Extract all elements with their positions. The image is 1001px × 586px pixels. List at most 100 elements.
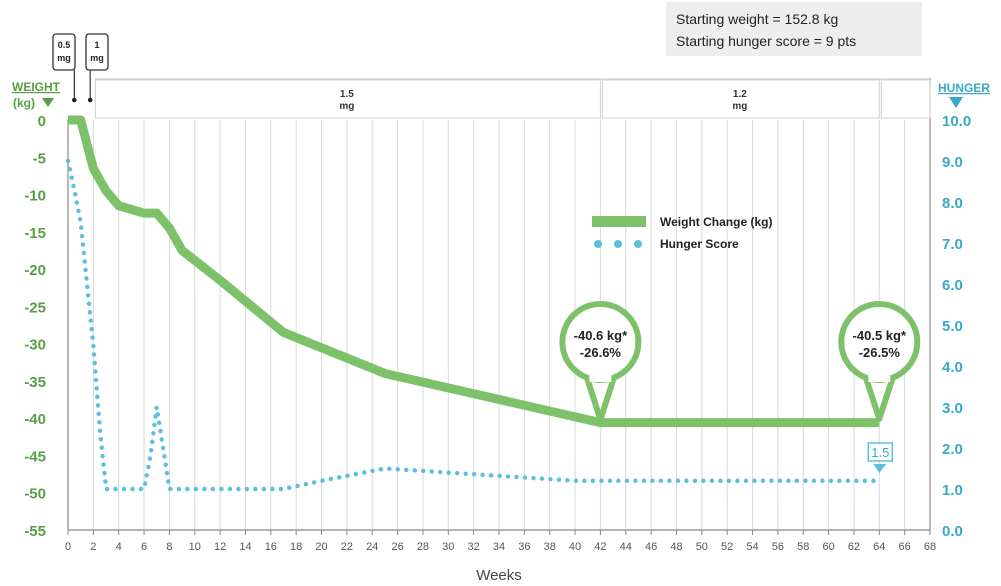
left-y-tick-label: -45: [24, 448, 46, 465]
x-tick-label: 64: [873, 541, 885, 553]
callout-percent-change: -26.5%: [859, 345, 901, 360]
right-y-tick-label: 7.0: [942, 236, 963, 253]
right-y-tick-label: 9.0: [942, 154, 963, 171]
right-y-tick-label: 6.0: [942, 277, 963, 294]
x-tick-label: 20: [315, 541, 327, 553]
x-tick-label: 46: [645, 541, 657, 553]
callout-pointer: [862, 375, 897, 422]
x-tick-label: 32: [468, 541, 480, 553]
x-tick-label: 50: [696, 541, 708, 553]
x-tick-label: 54: [746, 541, 758, 553]
right-y-tick-label: 4.0: [942, 359, 963, 376]
dose-marker-value: 0.5: [58, 40, 71, 50]
left-y-tick-label: 0: [38, 113, 46, 130]
starting-weight-text: Starting weight = 152.8 kg: [676, 11, 839, 27]
x-tick-label: 22: [341, 541, 353, 553]
left-axis-arrow-icon: [42, 98, 54, 107]
dose-band: [601, 79, 880, 119]
right-axis-title: HUNGER: [938, 81, 990, 95]
legend-hunger-dot: [614, 240, 622, 248]
x-tick-label: 16: [265, 541, 277, 553]
x-tick-label: 36: [518, 541, 530, 553]
dose-band-unit: mg: [732, 101, 747, 112]
right-y-tick-label: 2.0: [942, 441, 963, 458]
legend-weight-swatch: [592, 216, 646, 227]
left-y-tick-label: -20: [24, 262, 46, 279]
callout-pointer-mask: [589, 372, 612, 382]
x-tick-label: 2: [90, 541, 96, 553]
x-tick-label: 24: [366, 541, 378, 553]
legend-hunger-label: Hunger Score: [660, 237, 739, 251]
right-y-tick-label: 8.0: [942, 195, 963, 212]
left-y-tick-label: -50: [24, 486, 46, 503]
dose-marker-box: [85, 33, 109, 71]
x-axis-label: Weeks: [476, 567, 522, 584]
dose-band-value: 1.2: [733, 89, 747, 100]
x-tick-label: 42: [594, 541, 606, 553]
hunger-end-label-box: [867, 442, 894, 462]
x-tick-label: 26: [391, 541, 403, 553]
right-y-tick-label: 3.0: [942, 400, 963, 417]
left-y-tick-label: -55: [24, 523, 46, 540]
hunger-score-line: [65, 158, 882, 492]
x-tick-label: 12: [214, 541, 226, 553]
x-tick-label: 48: [670, 541, 682, 553]
dose-band-unit: mg: [339, 101, 354, 112]
left-axis-unit: (kg): [13, 96, 35, 110]
x-tick-label: 0: [65, 541, 71, 553]
right-y-tick-label: 1.0: [942, 482, 963, 499]
left-axis-title: WEIGHT: [12, 80, 61, 94]
left-y-tick-label: -40: [24, 411, 46, 428]
left-y-tick-label: -10: [24, 188, 46, 205]
dose-marker-dot: [72, 97, 77, 103]
callout-percent-change: -26.6%: [580, 345, 622, 360]
dose-marker-dot: [87, 97, 93, 103]
dose-marker-value: 1: [94, 40, 99, 50]
x-tick-label: 30: [442, 541, 454, 553]
x-tick-label: 14: [239, 541, 251, 553]
left-y-tick-label: -30: [24, 337, 46, 354]
legend-weight-label: Weight Change (kg): [660, 215, 772, 229]
x-tick-label: 56: [772, 541, 784, 553]
left-y-tick-label: -25: [24, 299, 46, 316]
dose-marker-unit: mg: [57, 53, 71, 63]
right-y-tick-label: 5.0: [942, 318, 963, 335]
right-y-tick-label: 10.0: [942, 113, 971, 130]
x-tick-label: 38: [544, 541, 556, 553]
left-y-tick-label: -5: [33, 150, 46, 167]
hunger-end-arrow-icon: [873, 464, 887, 473]
x-tick-label: 44: [620, 541, 632, 553]
dose-band: [94, 79, 601, 119]
x-tick-label: 60: [822, 541, 834, 553]
x-tick-label: 18: [290, 541, 302, 553]
x-tick-label: 4: [116, 541, 122, 553]
x-tick-label: 40: [569, 541, 581, 553]
weight-change-line: [68, 115, 880, 428]
x-tick-label: 28: [417, 541, 429, 553]
x-tick-label: 66: [899, 541, 911, 553]
dose-marker-box: [52, 33, 76, 71]
callout-weight-change: -40.6 kg*: [574, 328, 628, 343]
x-tick-label: 58: [797, 541, 809, 553]
hunger-end-label-value: 1.5: [871, 445, 889, 460]
legend-hunger-dot: [594, 240, 602, 248]
x-tick-label: 52: [721, 541, 733, 553]
callout-pointer-mask: [868, 372, 891, 382]
x-tick-label: 62: [848, 541, 860, 553]
starting-info-box: Starting weight = 152.8 kg Starting hung…: [666, 2, 922, 56]
right-axis-arrow-icon: [949, 97, 963, 108]
callout-pointer: [583, 375, 618, 423]
left-y-tick-label: -35: [24, 374, 46, 391]
dose-band-value: 1.5: [340, 89, 354, 100]
x-tick-label: 34: [493, 541, 505, 553]
dose-band: [880, 79, 931, 119]
x-tick-label: 6: [141, 541, 147, 553]
x-tick-label: 68: [924, 541, 936, 553]
starting-hunger-text: Starting hunger score = 9 pts: [676, 33, 857, 49]
right-y-tick-label: 0.0: [942, 523, 963, 540]
legend-hunger-dot: [634, 240, 642, 248]
x-tick-label: 8: [166, 541, 172, 553]
callout-weight-change: -40.5 kg*: [853, 328, 907, 343]
left-y-tick-label: -15: [24, 225, 46, 242]
